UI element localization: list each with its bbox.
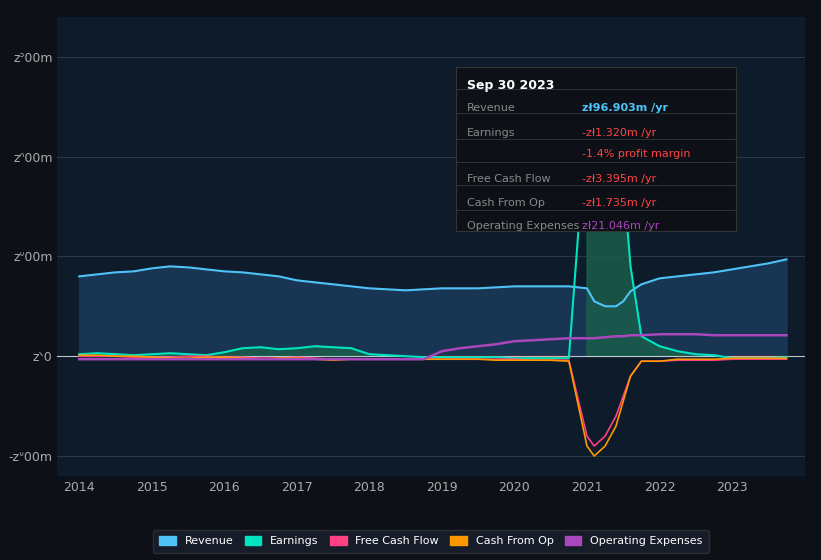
Text: Earnings: Earnings — [467, 128, 516, 138]
Text: zł21.046m /yr: zł21.046m /yr — [582, 221, 659, 231]
Legend: Revenue, Earnings, Free Cash Flow, Cash From Op, Operating Expenses: Revenue, Earnings, Free Cash Flow, Cash … — [153, 530, 709, 553]
Text: Sep 30 2023: Sep 30 2023 — [467, 78, 554, 92]
Text: Cash From Op: Cash From Op — [467, 198, 545, 208]
Text: zł96.903m /yr: zł96.903m /yr — [582, 103, 667, 113]
Text: Free Cash Flow: Free Cash Flow — [467, 174, 551, 184]
Text: -zł1.320m /yr: -zł1.320m /yr — [582, 128, 656, 138]
Text: -zł1.735m /yr: -zł1.735m /yr — [582, 198, 656, 208]
Text: Operating Expenses: Operating Expenses — [467, 221, 580, 231]
Text: -1.4% profit margin: -1.4% profit margin — [582, 149, 690, 159]
Text: -zł3.395m /yr: -zł3.395m /yr — [582, 174, 656, 184]
Text: Revenue: Revenue — [467, 103, 516, 113]
